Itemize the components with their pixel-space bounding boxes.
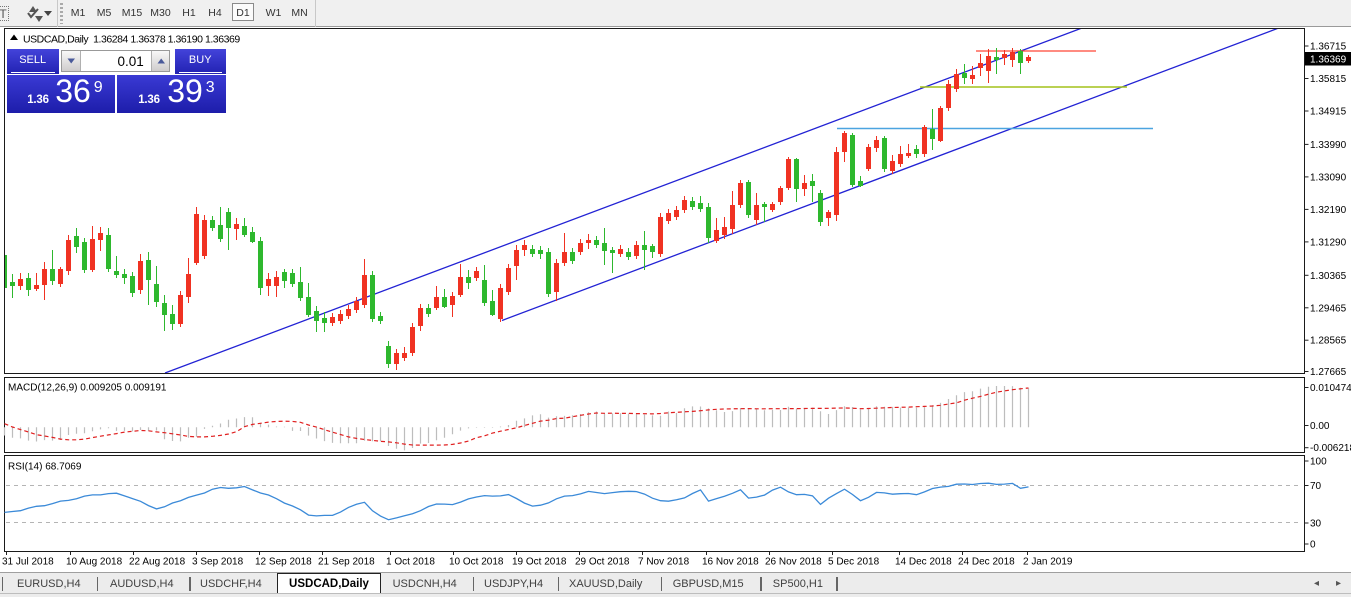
svg-text:3 Sep 2018: 3 Sep 2018 xyxy=(192,557,244,568)
svg-text:10 Oct 2018: 10 Oct 2018 xyxy=(449,557,504,568)
svg-text:1.30365: 1.30365 xyxy=(1310,271,1347,282)
svg-text:10 Aug 2018: 10 Aug 2018 xyxy=(66,557,123,568)
svg-text:0.010474: 0.010474 xyxy=(1310,383,1351,394)
svg-text:30: 30 xyxy=(1310,519,1322,530)
svg-text:1 Oct 2018: 1 Oct 2018 xyxy=(386,557,435,568)
svg-text:1.36715: 1.36715 xyxy=(1310,42,1347,53)
svg-text:1.36369: 1.36369 xyxy=(1310,55,1347,66)
svg-text:29 Oct 2018: 29 Oct 2018 xyxy=(575,557,630,568)
svg-text:21 Sep 2018: 21 Sep 2018 xyxy=(318,557,375,568)
svg-text:22 Aug 2018: 22 Aug 2018 xyxy=(129,557,186,568)
svg-text:1.32190: 1.32190 xyxy=(1310,205,1347,216)
svg-text:2 Jan 2019: 2 Jan 2019 xyxy=(1023,557,1073,568)
svg-text:-0.006218: -0.006218 xyxy=(1310,443,1351,454)
svg-text:1.27665: 1.27665 xyxy=(1310,367,1347,378)
svg-text:26 Nov 2018: 26 Nov 2018 xyxy=(765,557,822,568)
svg-text:1.34915: 1.34915 xyxy=(1310,107,1347,118)
svg-text:24 Dec 2018: 24 Dec 2018 xyxy=(958,557,1015,568)
svg-text:RSI(14) 68.7069: RSI(14) 68.7069 xyxy=(8,462,82,473)
svg-text:MACD(12,26,9) 0.009205 0.00919: MACD(12,26,9) 0.009205 0.009191 xyxy=(8,383,167,394)
svg-text:70: 70 xyxy=(1310,481,1322,492)
svg-text:31 Jul 2018: 31 Jul 2018 xyxy=(2,557,54,568)
svg-text:100: 100 xyxy=(1310,457,1327,468)
svg-text:16 Nov 2018: 16 Nov 2018 xyxy=(702,557,759,568)
svg-text:1.31290: 1.31290 xyxy=(1310,237,1347,248)
svg-text:0.00: 0.00 xyxy=(1310,421,1330,432)
svg-text:1.28565: 1.28565 xyxy=(1310,336,1347,347)
svg-text:USDCAD,Daily 1.36284 1.36378: USDCAD,Daily 1.36284 1.36378 1.36190 1.3… xyxy=(23,34,240,46)
svg-text:1.33990: 1.33990 xyxy=(1310,140,1347,151)
svg-text:1.35815: 1.35815 xyxy=(1310,74,1347,85)
svg-text:14 Dec 2018: 14 Dec 2018 xyxy=(895,557,952,568)
svg-text:0: 0 xyxy=(1310,540,1316,551)
svg-text:1.29465: 1.29465 xyxy=(1310,303,1347,314)
svg-text:1.33090: 1.33090 xyxy=(1310,172,1347,183)
svg-text:5 Dec 2018: 5 Dec 2018 xyxy=(828,557,880,568)
svg-text:12 Sep 2018: 12 Sep 2018 xyxy=(255,557,312,568)
svg-text:19 Oct 2018: 19 Oct 2018 xyxy=(512,557,567,568)
svg-text:7 Nov 2018: 7 Nov 2018 xyxy=(638,557,690,568)
